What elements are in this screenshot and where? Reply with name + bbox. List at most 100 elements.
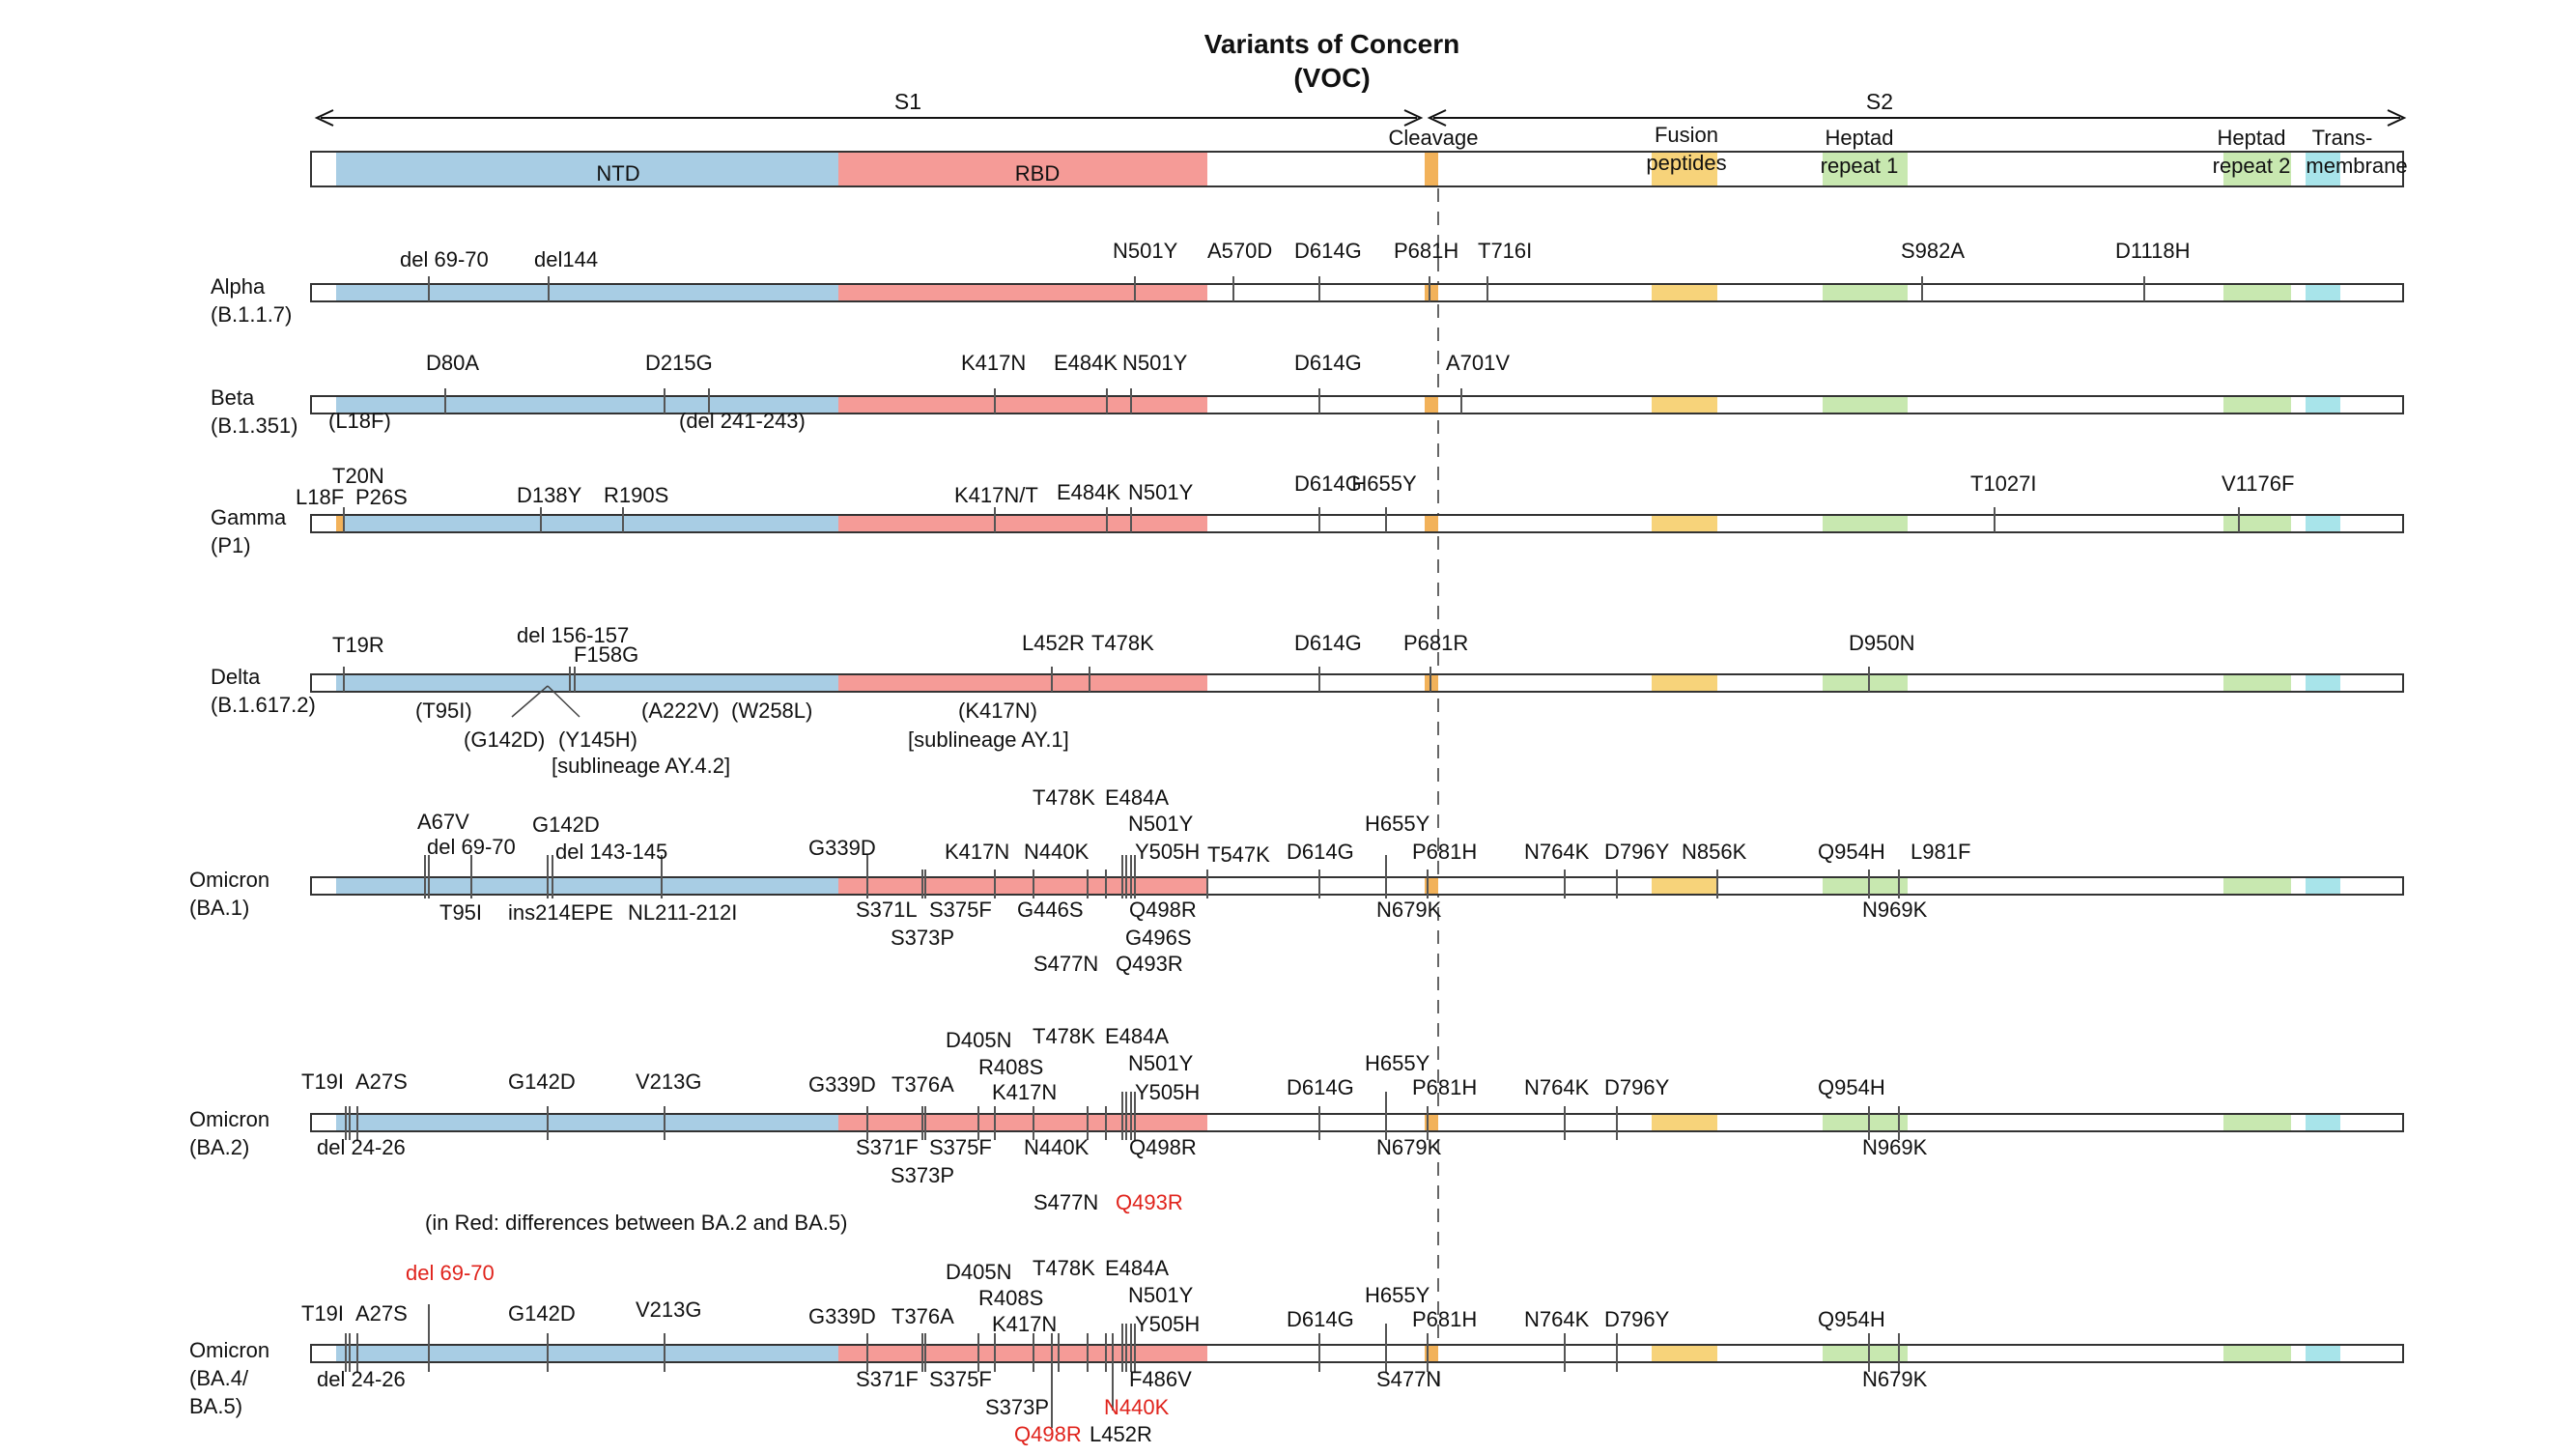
mutation-label: del 69-70 bbox=[406, 1261, 495, 1285]
variant-lineage-ba1: (BA.1) bbox=[189, 896, 249, 920]
mutation-label: H655Y bbox=[1365, 1051, 1430, 1075]
mutation-label: T95I bbox=[439, 900, 482, 925]
mutation-label: S375F bbox=[929, 1367, 992, 1391]
mutation-label: T1027I bbox=[1970, 471, 2037, 496]
transmembrane-segment bbox=[2306, 1115, 2340, 1130]
mutation-label: G339D bbox=[808, 1072, 876, 1097]
variant-bar-ba1 bbox=[310, 876, 2404, 896]
mutation-label: N764K bbox=[1524, 840, 1590, 864]
fusion-segment bbox=[1652, 516, 1717, 531]
mutation-label: S371F bbox=[856, 1367, 919, 1391]
legend-note: (in Red: differences between BA.2 and BA… bbox=[425, 1211, 847, 1235]
mutation-label: (T95I) bbox=[415, 698, 472, 723]
heptad1-segment bbox=[1823, 1346, 1908, 1361]
mutation-label: V1176F bbox=[2222, 471, 2294, 496]
mutation-label: Y505H bbox=[1135, 840, 1200, 864]
s1-arrow-left-head bbox=[314, 109, 334, 127]
mutation-label: S373P bbox=[985, 1395, 1049, 1419]
s1-label: S1 bbox=[894, 89, 921, 114]
ntd-segment bbox=[336, 1346, 838, 1361]
variant-name-beta: Beta bbox=[211, 385, 255, 410]
mutation-label: P26S bbox=[355, 485, 408, 509]
mutation-label: N969K bbox=[1862, 898, 1928, 922]
mutation-label: N679K bbox=[1862, 1367, 1928, 1391]
transmembrane-segment bbox=[2306, 878, 2340, 894]
mutation-label: Q493R bbox=[1116, 952, 1183, 976]
transmembrane-label-line2: membrane bbox=[2306, 154, 2407, 178]
variant-lineage-ba45: (BA.4/ bbox=[189, 1366, 249, 1390]
mutation-label: [sublineage AY.1] bbox=[908, 727, 1069, 752]
mutation-label: del144 bbox=[534, 247, 598, 271]
labels-ba45: del 69-70 T19I A27S G142D V213G G339D T376A D40… bbox=[301, 1256, 1928, 1446]
heptad2-segment bbox=[2223, 675, 2291, 691]
heptad1-segment bbox=[1823, 397, 1908, 413]
rbd-segment bbox=[838, 1346, 1207, 1361]
mutation-label: K417N bbox=[992, 1080, 1057, 1104]
mutation-label: N856K bbox=[1682, 840, 1747, 864]
transmembrane-domain bbox=[2306, 153, 2340, 185]
mutation-label: T478K bbox=[1033, 785, 1095, 810]
mutation-label: D796Y bbox=[1604, 840, 1670, 864]
mutation-label: (L18F) bbox=[328, 409, 391, 433]
ticks-ba1 bbox=[424, 855, 1900, 898]
labels-alpha: del 69-70 del144 N501Y A570D D614G P681H T716I… bbox=[400, 239, 2190, 271]
mutation-label: P681R bbox=[1403, 631, 1468, 655]
mutation-label: D796Y bbox=[1604, 1307, 1670, 1331]
mutation-label: del 143-145 bbox=[555, 840, 667, 864]
mutation-label: P681H bbox=[1394, 239, 1458, 263]
mutation-label: K417N bbox=[961, 351, 1026, 375]
mutation-label: S477N bbox=[1033, 952, 1098, 976]
mutation-label: R190S bbox=[604, 483, 668, 507]
mutation-label: L452R bbox=[1090, 1422, 1152, 1446]
mutation-label: D614G bbox=[1294, 239, 1362, 263]
mutation-label: del 24-26 bbox=[317, 1367, 406, 1391]
heptad-repeat-1-domain bbox=[1823, 153, 1908, 185]
mutation-label: S373P bbox=[891, 1163, 954, 1187]
mutation-label: K417N bbox=[945, 840, 1009, 864]
mutation-label: (K417N) bbox=[958, 698, 1037, 723]
mutation-label: E484A bbox=[1105, 1256, 1169, 1280]
diagram-subtitle: (VOC) bbox=[1293, 63, 1370, 93]
heptad2-segment bbox=[2223, 878, 2291, 894]
s1-arrow-right-head bbox=[1403, 109, 1424, 127]
cleavage-segment bbox=[1425, 285, 1438, 300]
mutation-label: Y505H bbox=[1135, 1080, 1200, 1104]
mutation-label: T478K bbox=[1091, 631, 1154, 655]
mutation-label: S371F bbox=[856, 1135, 919, 1159]
heptad1-label-line1: Heptad bbox=[1826, 126, 1894, 150]
mutation-label: del 69-70 bbox=[427, 835, 516, 859]
mutation-label: E484A bbox=[1105, 1024, 1169, 1048]
legend-note-suffix: : differences between BA.2 and BA.5) bbox=[494, 1211, 848, 1235]
mutation-label: ins214EPE bbox=[508, 900, 613, 925]
mutation-label: S375F bbox=[929, 898, 992, 922]
mutation-label: G142D bbox=[508, 1069, 576, 1094]
mutation-label: del 156-157 bbox=[517, 623, 629, 647]
mutation-label: T478K bbox=[1033, 1024, 1095, 1048]
mutation-label: E484K bbox=[1054, 351, 1118, 375]
variant-bar-delta bbox=[310, 673, 2404, 693]
legend-note-prefix: (in bbox=[425, 1211, 455, 1235]
mutation-label: D80A bbox=[426, 351, 479, 375]
mutation-label: N501Y bbox=[1122, 351, 1188, 375]
variant-lineage-gamma: (P1) bbox=[211, 533, 251, 557]
mutation-label: N501Y bbox=[1128, 480, 1194, 504]
diagram-title: Variants of Concern bbox=[1204, 29, 1460, 59]
ntd-segment bbox=[336, 397, 838, 413]
mutation-label: Q493R bbox=[1116, 1190, 1183, 1214]
mutation-label: N440K bbox=[1024, 840, 1090, 864]
s2-arrow-right-head bbox=[2387, 109, 2407, 127]
mutation-label: R408S bbox=[978, 1286, 1043, 1310]
gamma-l18f-marker bbox=[336, 516, 344, 531]
mutation-label: G339D bbox=[808, 1304, 876, 1328]
variant-lineage-delta: (B.1.617.2) bbox=[211, 693, 316, 717]
mutation-label: P681H bbox=[1412, 1307, 1477, 1331]
mutation-label: D796Y bbox=[1604, 1075, 1670, 1099]
mutation-label: G339D bbox=[808, 836, 876, 860]
mutation-label: N679K bbox=[1376, 1135, 1442, 1159]
heptad2-segment bbox=[2223, 1115, 2291, 1130]
mutation-label: D614G bbox=[1287, 1307, 1354, 1331]
